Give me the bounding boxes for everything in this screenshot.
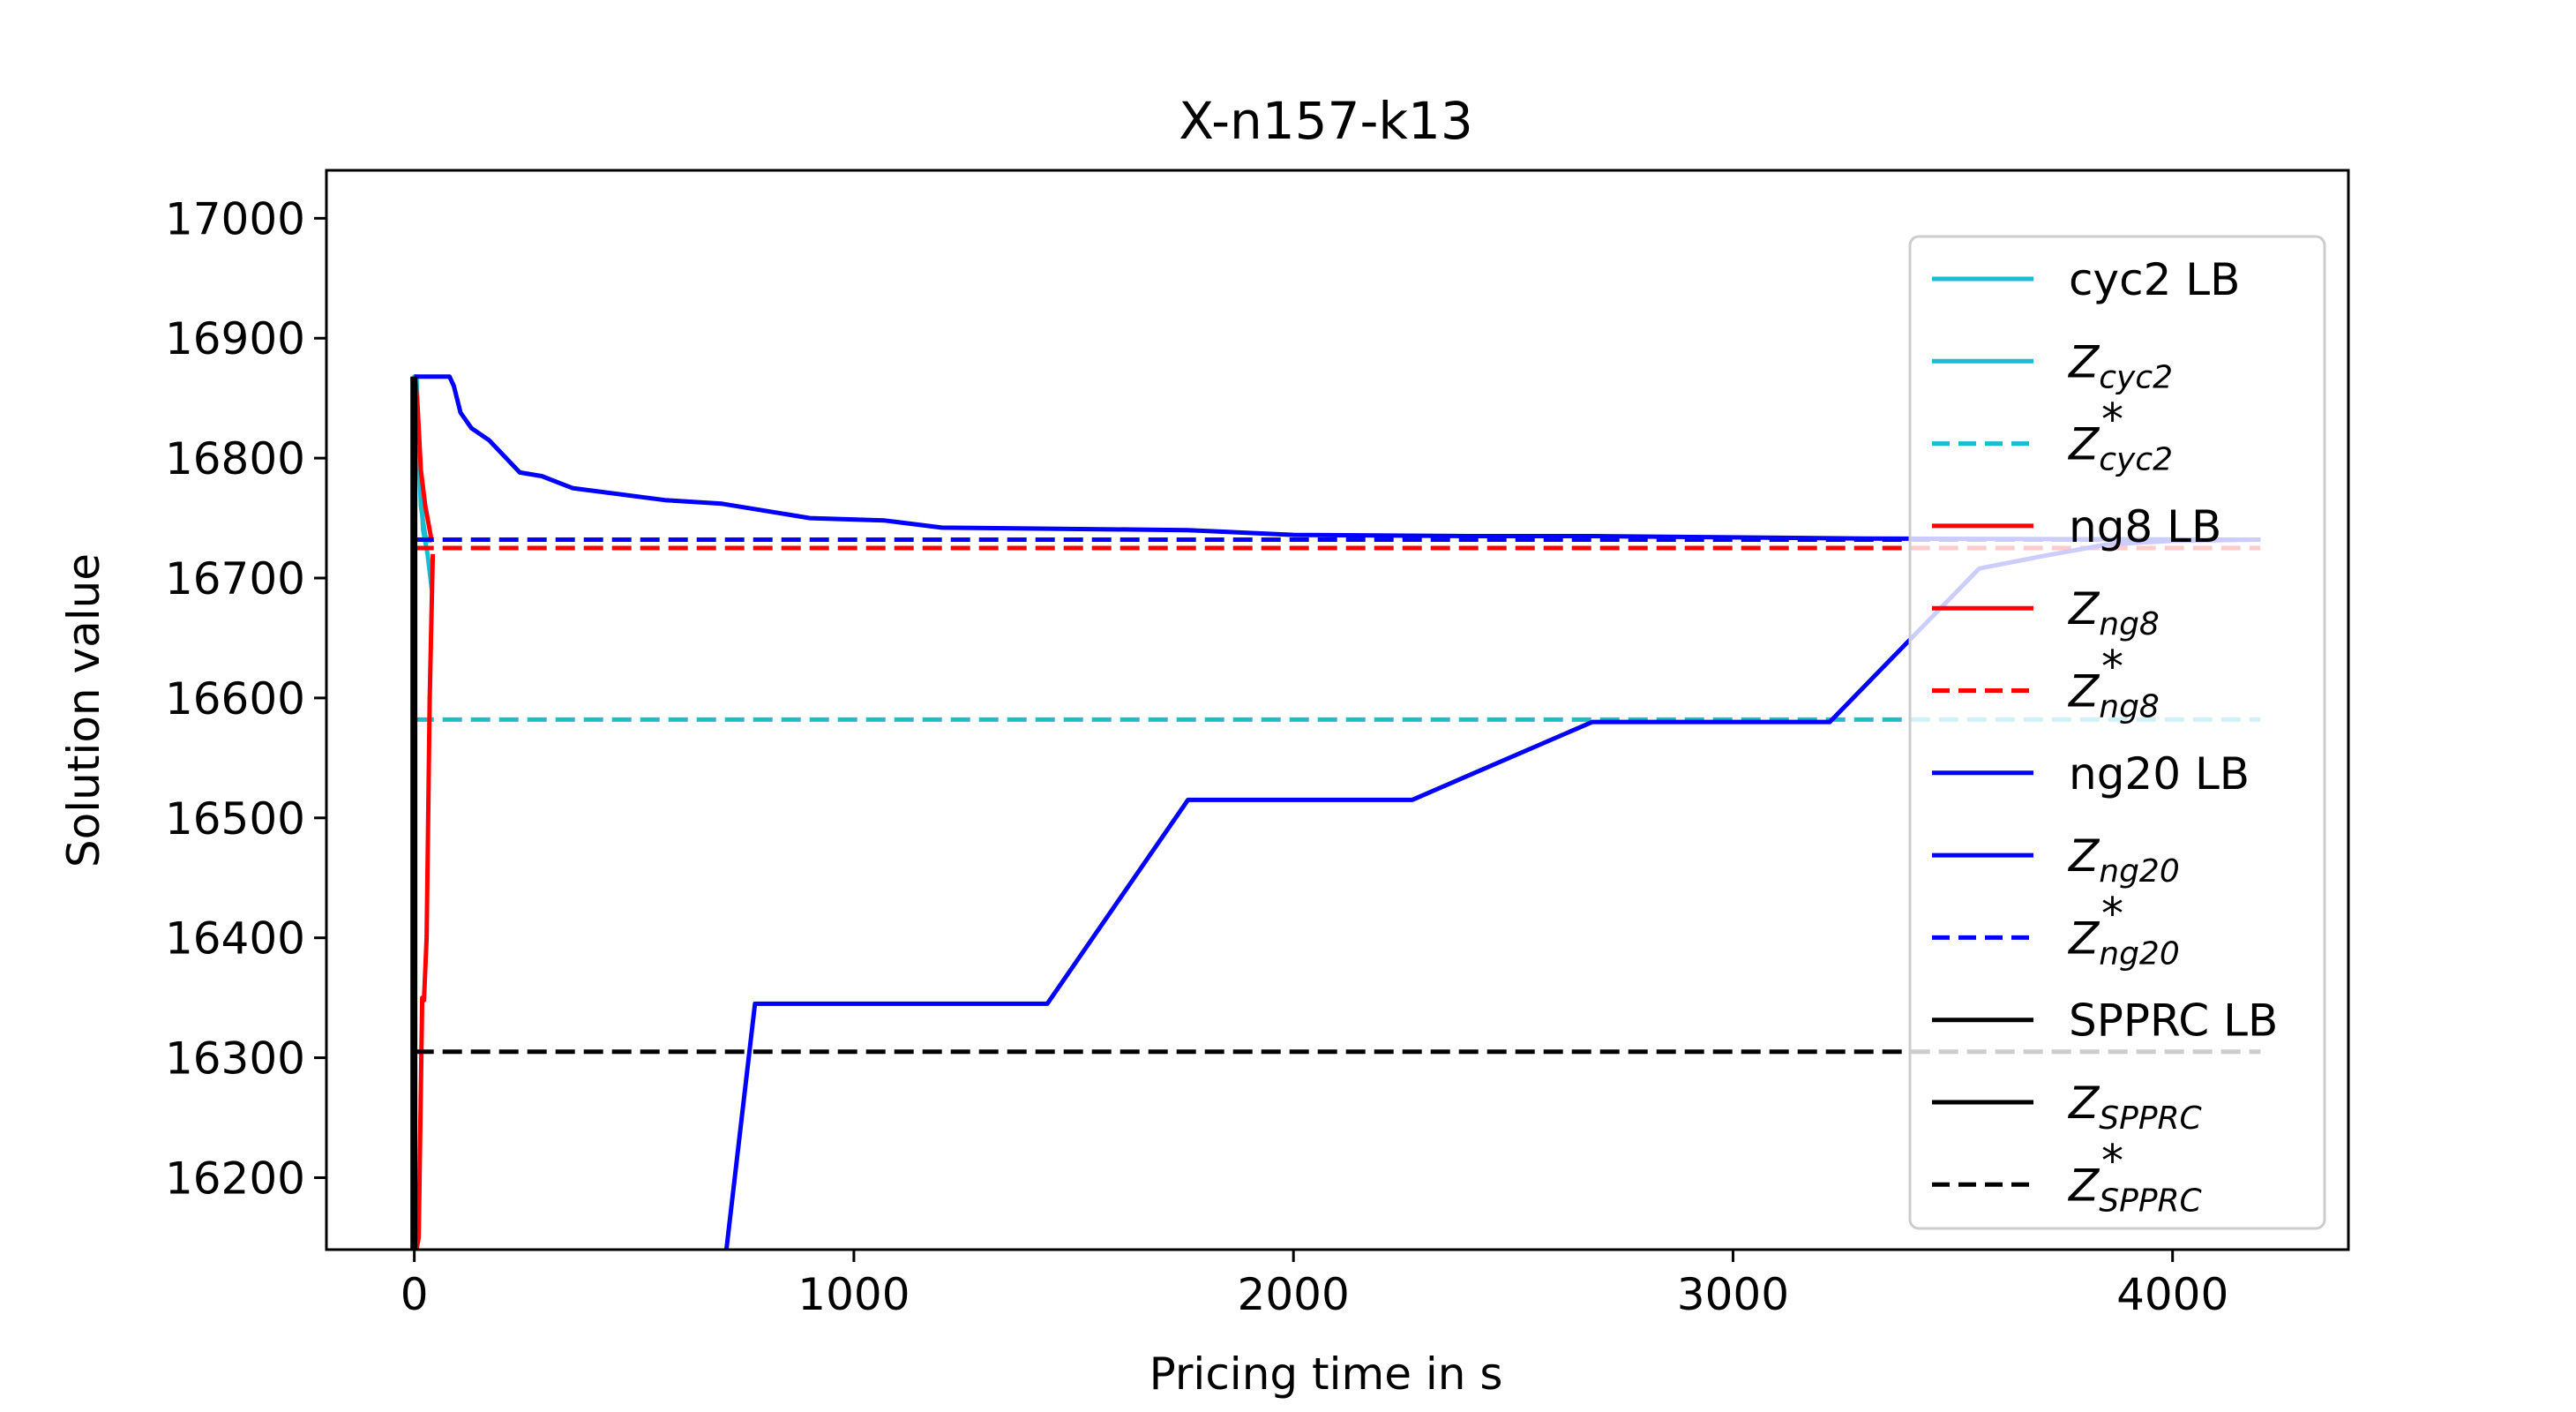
axes-layer: 0 1000 2000 3000 4000 16200 16300 16400 16500 166…	[165, 169, 2350, 1320]
y-tick-label: 16600	[165, 673, 305, 725]
legend-label: cyc2 LB	[2069, 254, 2240, 305]
x-tick-label: 1000	[798, 1269, 910, 1320]
y-tick-label: 16800	[165, 433, 305, 484]
y-tick-label: 16200	[165, 1153, 305, 1204]
legend-label: ZSPPRC	[2067, 1160, 2203, 1219]
legend-item-cyc2-lb: cyc2 LB	[1932, 254, 2240, 305]
legend-item-z-ng20: Zng20	[1932, 830, 2180, 890]
series-z-ng20	[414, 374, 2261, 542]
y-axis-label: Solution value	[58, 553, 109, 867]
legend-label: ng8 LB	[2069, 501, 2221, 552]
legend-item-z-ng8: Zng8	[1932, 583, 2160, 642]
legend-item-z-ng20-star: Zng20*	[1932, 888, 2180, 972]
x-tick-label: 0	[401, 1269, 429, 1320]
y-tick-label: 16900	[165, 313, 305, 364]
legend-label: Zng20	[2067, 913, 2180, 972]
legend-label: Zcyc2	[2067, 336, 2173, 395]
legend-item-ng8-lb: ng8 LB	[1932, 501, 2221, 552]
legend-item-z-spprc: ZSPPRC	[1932, 1078, 2203, 1137]
x-tick-label: 4000	[2116, 1269, 2228, 1320]
legend-item-spprc-lb: SPPRC LB	[1932, 995, 2278, 1047]
series-ng8-lb	[414, 553, 436, 1250]
legend-item-z-cyc2: Zcyc2	[1932, 336, 2173, 395]
legend-label: Zng8	[2067, 583, 2160, 642]
legend-label: Zng20	[2067, 830, 2180, 890]
legend-item-z-spprc-star: ZSPPRC*	[1932, 1135, 2203, 1219]
legend-label-sup: *	[2101, 1135, 2123, 1186]
legend-label: ng20 LB	[2069, 748, 2250, 800]
x-tick-label: 3000	[1677, 1269, 1789, 1320]
y-tick-label: 16700	[165, 553, 305, 605]
y-tick-label: 16500	[165, 793, 305, 845]
legend-label: SPPRC LB	[2069, 995, 2278, 1047]
legend-label: Zng8	[2067, 666, 2160, 725]
legend-item-z-ng8-star: Zng8*	[1932, 642, 2160, 725]
legend-label: ZSPPRC	[2067, 1078, 2203, 1137]
plot-frame	[325, 169, 2350, 1251]
y-tick-label: 17000	[165, 193, 305, 244]
y-tick-label: 16400	[165, 913, 305, 965]
legend-label: Zcyc2	[2067, 419, 2173, 478]
legend-label-sup: *	[2101, 888, 2123, 939]
legend-item-ng20-lb: ng20 LB	[1932, 748, 2250, 800]
y-tick-label: 16300	[165, 1033, 305, 1085]
chart-title: X-n157-k13	[1179, 91, 1473, 151]
x-tick-label: 2000	[1238, 1269, 1350, 1320]
legend-box	[1908, 235, 2326, 1230]
legend-label-sup: *	[2101, 394, 2123, 446]
legend-label-sup: *	[2101, 642, 2123, 693]
legend-item-z-cyc2-star: Zcyc2*	[1932, 394, 2173, 478]
x-axis-label: Pricing time in s	[1149, 1348, 1503, 1400]
